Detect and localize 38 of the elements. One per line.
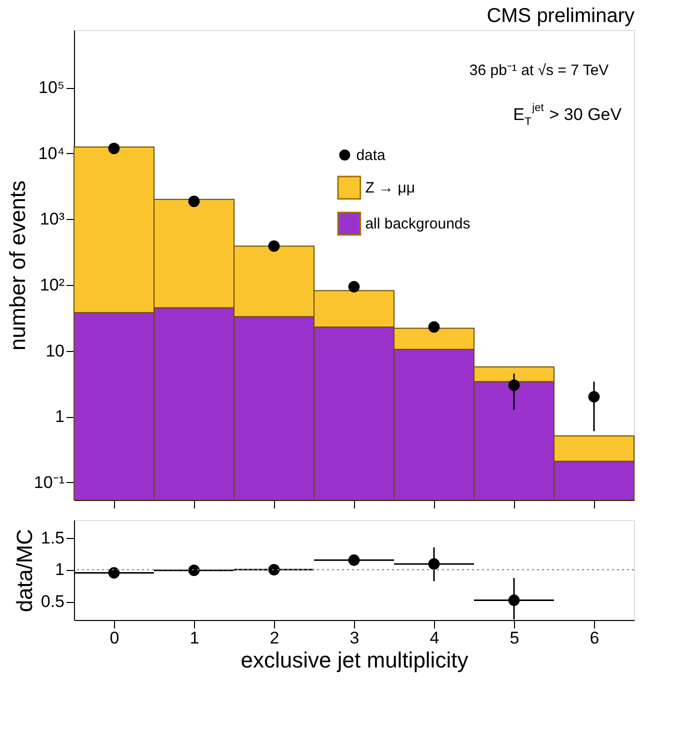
point xyxy=(428,321,440,333)
y-tick-label: 10⁴ xyxy=(38,144,64,163)
legend-label: data xyxy=(356,147,386,164)
point xyxy=(348,554,360,566)
y-axis-title: number of events xyxy=(4,180,30,350)
x-tick-label: 2 xyxy=(270,628,280,648)
x-tick-label: 1 xyxy=(190,628,200,648)
point xyxy=(588,391,600,402)
legend-label: all backgrounds xyxy=(365,216,470,233)
x-tick-label: 4 xyxy=(430,628,440,648)
annotation: 36 pb⁻¹ at √s = 7 TeV xyxy=(469,62,609,79)
y-tick-label: 10⁵ xyxy=(38,78,64,98)
y-tick-label: 0.5 xyxy=(40,592,64,612)
point xyxy=(348,281,360,292)
y-axis-title: data/MC xyxy=(12,528,37,612)
point xyxy=(268,240,280,252)
y-tick-label: 1 xyxy=(55,407,64,426)
point xyxy=(508,594,520,606)
chart-title: CMS preliminary xyxy=(486,5,634,27)
x-tick-label: 5 xyxy=(510,628,520,648)
point xyxy=(108,567,120,579)
x-tick-label: 6 xyxy=(590,628,600,648)
point xyxy=(428,558,440,570)
y-tick-label: 1.5 xyxy=(40,528,64,548)
point xyxy=(188,564,200,576)
y-tick-label: 10² xyxy=(40,275,65,294)
x-axis-title: exclusive jet multiplicity xyxy=(240,648,468,672)
y-tick-label: 10⁻¹ xyxy=(34,472,65,492)
point xyxy=(188,196,200,207)
legend-label: Z → μμ xyxy=(365,180,415,197)
y-tick-label: 10 xyxy=(46,341,64,360)
point xyxy=(508,380,520,391)
y-tick-label: 10³ xyxy=(40,210,65,229)
x-tick-label: 3 xyxy=(350,628,360,648)
point xyxy=(268,564,280,576)
point xyxy=(108,142,120,154)
x-tick-label: 0 xyxy=(110,628,120,648)
y-tick-label: 1 xyxy=(55,560,64,580)
